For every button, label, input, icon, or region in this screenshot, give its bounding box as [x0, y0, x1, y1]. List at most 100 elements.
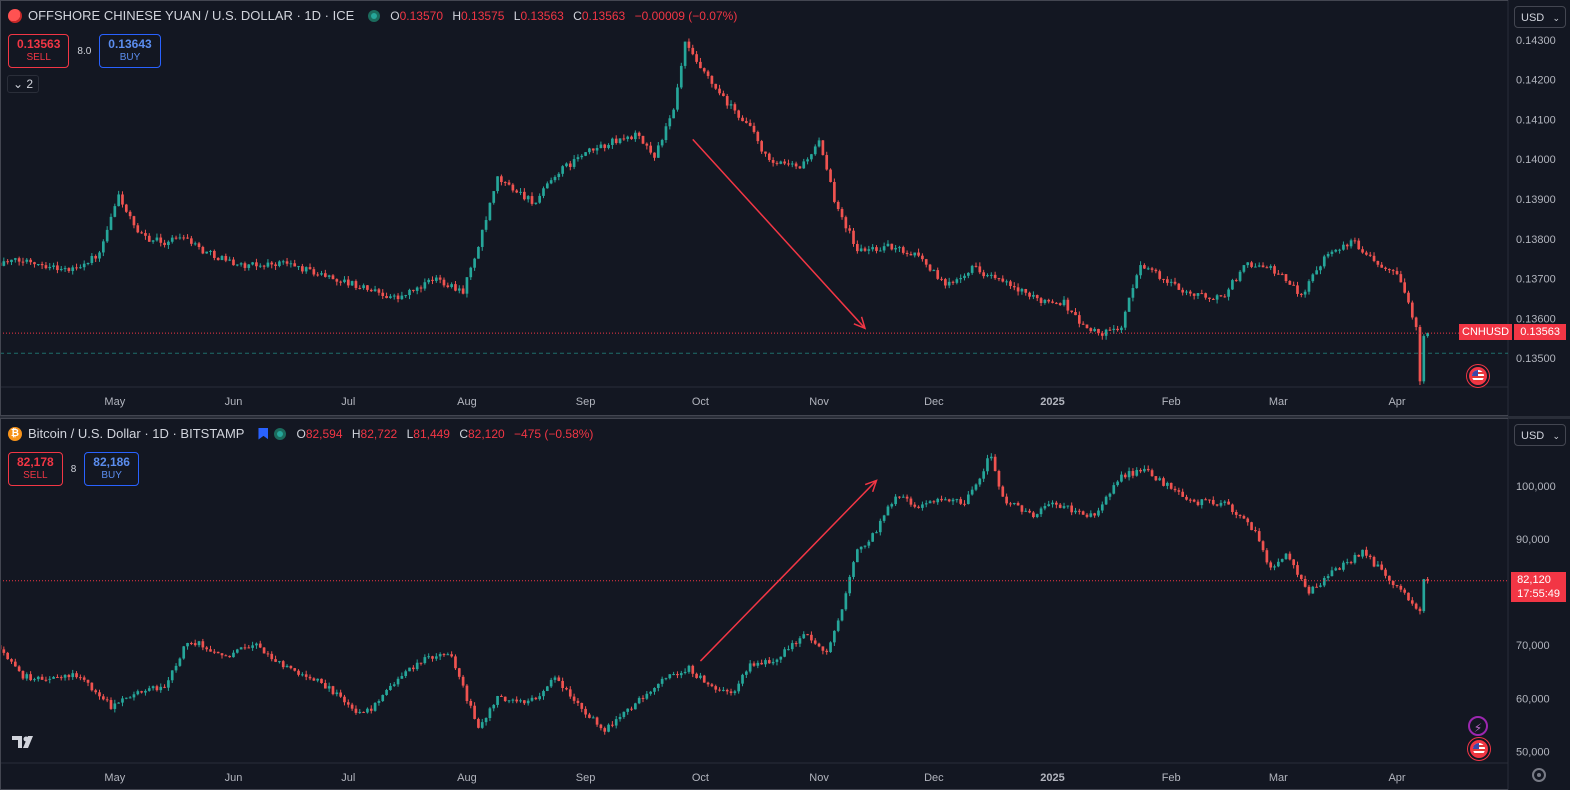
candle-body	[1196, 293, 1200, 296]
x-tick-label: Feb	[1162, 396, 1181, 408]
trend-arrow[interactable]	[692, 138, 867, 330]
candle-body	[591, 148, 595, 151]
candle-body	[668, 118, 672, 127]
y-tick-label: 60,000	[1516, 693, 1550, 705]
candle-body	[182, 237, 186, 239]
candle-body	[63, 268, 67, 270]
candle-body	[1380, 264, 1384, 268]
candle-body	[385, 689, 388, 695]
candle-body	[1418, 608, 1422, 612]
candle-body	[128, 697, 132, 699]
candle-body	[178, 658, 182, 666]
candle-body	[821, 646, 825, 651]
candle-body	[415, 287, 419, 291]
candle-body	[201, 246, 205, 254]
x-tick-label: Jul	[341, 396, 355, 408]
candle-body	[1399, 585, 1403, 590]
btc-buy-button[interactable]: 82,186 BUY	[84, 452, 139, 486]
pane-separator[interactable]	[0, 416, 1570, 419]
btc-chart-canvas[interactable]: 100,00090,00080,00070,00060,00050,000May…	[0, 418, 1570, 790]
y-tick-label: 0.13700	[1516, 274, 1556, 286]
candle-body	[1368, 555, 1372, 558]
candle-body	[1158, 271, 1162, 279]
btc-sell-button[interactable]: 82,178 SELL	[8, 452, 63, 486]
candle-body	[331, 686, 335, 695]
candle-body	[1173, 488, 1177, 491]
candle-body	[1039, 298, 1043, 303]
cnh-currency-select[interactable]: USD ⌄	[1514, 6, 1566, 28]
cnh-chart-canvas[interactable]: 0.14300 0.14200 0.14100 0.14000 0.13900 0.138…	[0, 0, 1570, 416]
candle-body	[488, 708, 492, 719]
candle-body	[1135, 275, 1139, 289]
market-status-icon[interactable]	[368, 9, 381, 22]
candle-body	[993, 274, 997, 279]
gear-icon[interactable]	[1532, 768, 1546, 782]
candle-body	[611, 138, 614, 145]
candle-body	[1334, 249, 1338, 252]
candle-body	[1009, 503, 1012, 505]
candle-body	[737, 110, 741, 118]
x-tick-label: Nov	[809, 396, 829, 408]
candle-body	[312, 269, 316, 275]
lightning-icon[interactable]: ⚡	[1468, 716, 1488, 736]
candle-body	[121, 698, 124, 703]
candle-body	[477, 718, 480, 728]
candle-body	[1200, 293, 1204, 295]
candle-body	[235, 649, 239, 653]
candle-body	[477, 246, 480, 259]
candle-body	[1384, 569, 1387, 576]
candle-body	[396, 295, 400, 300]
candle-body	[576, 157, 580, 160]
candle-body	[377, 289, 381, 293]
candle-body	[928, 501, 932, 504]
candle-body	[488, 202, 492, 221]
cnh-symbol-title[interactable]: OFFSHORE CHINESE YUAN / U.S. DOLLAR · 1D…	[28, 8, 355, 23]
us-flag-event-icon[interactable]	[1467, 365, 1489, 387]
candle-body	[1284, 553, 1288, 560]
candle-body	[209, 250, 212, 252]
candle-body	[1024, 510, 1028, 512]
candle-body	[266, 262, 270, 267]
candle-body	[48, 678, 52, 680]
candle-body	[323, 273, 327, 277]
candle-body	[545, 183, 549, 189]
candle-body	[729, 691, 733, 694]
candle-body	[1376, 260, 1380, 265]
candle-body	[251, 262, 254, 265]
candle-body	[1127, 297, 1131, 312]
candle-body	[1135, 469, 1139, 476]
candle-body	[155, 686, 159, 691]
candle-body	[1280, 559, 1284, 562]
cnh-sell-button[interactable]: 0.13563 SELL	[8, 34, 70, 68]
candle-body	[542, 188, 545, 196]
candle-body	[1162, 278, 1165, 280]
cnh-chart-pane[interactable]: 0.14300 0.14200 0.14100 0.14000 0.13900 0.138…	[0, 0, 1570, 416]
candle-body	[1116, 481, 1119, 486]
candle-body	[1035, 514, 1039, 518]
candle-body	[1250, 262, 1253, 267]
btc-symbol-title[interactable]: Bitcoin / U.S. Dollar · 1D · BITSTAMP	[28, 426, 245, 441]
candle-body	[503, 182, 507, 184]
indicators-collapse-button[interactable]: ⌄ 2	[7, 75, 40, 93]
market-status-icon[interactable]	[274, 427, 287, 440]
candle-body	[1388, 575, 1391, 581]
btc-chart-pane[interactable]: 100,00090,00080,00070,00060,00050,000May…	[0, 418, 1570, 790]
candle-body	[431, 279, 434, 281]
tradingview-logo-icon[interactable]	[12, 734, 42, 755]
cnh-buy-button[interactable]: 0.13643 BUY	[99, 34, 161, 68]
bookmark-icon[interactable]	[258, 427, 269, 440]
candle-body	[622, 138, 626, 140]
candle-body	[480, 229, 484, 247]
cnh-last-price-tag: 0.13563	[1514, 324, 1566, 340]
candle-body	[798, 166, 802, 169]
candle-body	[159, 237, 163, 243]
candle-body	[687, 41, 691, 48]
candle-body	[1414, 317, 1418, 328]
btc-currency-select[interactable]: USD ⌄	[1514, 424, 1566, 446]
us-flag-event-icon[interactable]	[1468, 738, 1490, 760]
candle-body	[408, 289, 411, 296]
candle-body	[1074, 510, 1077, 513]
candle-body	[258, 643, 262, 648]
trend-arrow[interactable]	[699, 479, 878, 662]
candle-body	[695, 54, 698, 62]
